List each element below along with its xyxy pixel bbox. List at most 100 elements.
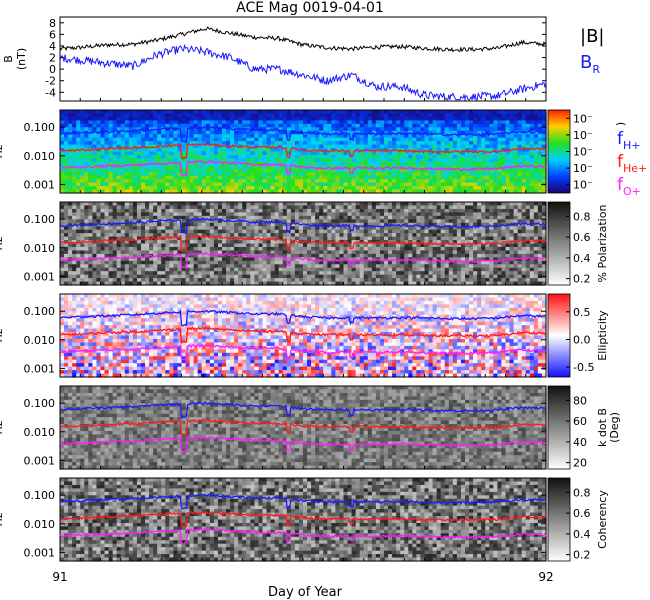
spectrogram-cell bbox=[513, 182, 519, 187]
spectrogram-cell bbox=[161, 212, 166, 217]
spectrogram-cell bbox=[286, 186, 292, 191]
spectrogram-cell bbox=[149, 257, 154, 262]
spectrogram-cell bbox=[161, 257, 166, 262]
spectrogram-cell bbox=[136, 208, 142, 213]
spectrogram-cell bbox=[473, 148, 478, 153]
spectrogram-cell bbox=[165, 165, 170, 170]
spectrogram-cell bbox=[541, 137, 547, 142]
spectrogram-cell bbox=[217, 257, 223, 262]
spectrogram-cell bbox=[181, 240, 187, 245]
spectrogram-cell bbox=[367, 253, 373, 258]
spectrogram-cell bbox=[400, 110, 405, 115]
spectrogram-cell bbox=[84, 215, 89, 220]
spectrogram-cell bbox=[128, 148, 134, 153]
spectrogram-cell bbox=[201, 281, 207, 286]
spectrogram-cell bbox=[185, 267, 191, 272]
spectrogram-cell bbox=[343, 205, 349, 210]
spectrogram-cell bbox=[185, 250, 191, 255]
spectrogram-cell bbox=[128, 179, 134, 184]
spectrogram-cell bbox=[388, 110, 393, 115]
spectrogram-cell bbox=[339, 274, 345, 279]
spectrogram-cell bbox=[424, 172, 430, 177]
spectrogram-cell bbox=[274, 208, 280, 213]
spectrogram-cell bbox=[173, 175, 179, 180]
spectrogram-cell bbox=[108, 189, 114, 194]
spectrogram-cell bbox=[315, 137, 320, 142]
spectrogram-cell bbox=[290, 212, 296, 217]
spectrogram-cell bbox=[473, 189, 478, 194]
spectrogram-cell bbox=[375, 168, 381, 173]
spectrogram-cell bbox=[120, 236, 126, 241]
spectrogram-cell bbox=[339, 260, 345, 265]
spectrogram-cell bbox=[165, 158, 170, 163]
spectrogram-cell bbox=[307, 229, 312, 234]
spectrogram-cell bbox=[541, 186, 547, 191]
spectrogram-cell bbox=[355, 123, 361, 128]
spectrogram-cell bbox=[428, 172, 434, 177]
spectrogram-cell bbox=[116, 243, 122, 248]
spectrogram-cell bbox=[84, 278, 89, 283]
spectrogram-cell bbox=[375, 182, 381, 187]
spectrogram-cell bbox=[222, 278, 227, 283]
spectrogram-cell bbox=[339, 168, 345, 173]
spectrogram-cell bbox=[315, 179, 320, 184]
spectrogram-cell bbox=[525, 137, 531, 142]
spectrogram-cell bbox=[226, 120, 231, 125]
spectrogram-cell bbox=[169, 137, 174, 142]
spectrogram-cell bbox=[213, 215, 219, 220]
spectrogram-cell bbox=[448, 186, 454, 191]
spectrogram-cell bbox=[529, 179, 535, 184]
spectrogram-cell bbox=[416, 186, 422, 191]
spectrogram-cell bbox=[169, 202, 174, 207]
colorbar-tick-label: 10⁻ bbox=[573, 179, 593, 192]
spectrogram-cell bbox=[181, 267, 187, 272]
spectrogram-cell bbox=[416, 182, 422, 187]
spectrogram-cell bbox=[339, 134, 345, 139]
spectrogram-cell bbox=[201, 151, 207, 156]
colorbar-tick-label: 10⁻ bbox=[573, 162, 593, 175]
spectrogram-cell bbox=[456, 110, 462, 115]
spectrogram-cell bbox=[96, 260, 102, 265]
spectrogram-cell bbox=[416, 148, 422, 153]
spectrogram-cell bbox=[388, 137, 393, 142]
spectrogram-cell bbox=[120, 116, 126, 121]
spectrogram-cell bbox=[132, 110, 138, 115]
spectrogram-cell bbox=[270, 110, 276, 115]
spectrogram-cell bbox=[64, 271, 69, 276]
spectrogram-cell bbox=[242, 267, 247, 272]
spectrogram-cell bbox=[327, 253, 332, 258]
spectrogram-cell bbox=[112, 253, 118, 258]
spectrogram-cell bbox=[355, 127, 361, 132]
spectrogram-cell bbox=[104, 130, 110, 135]
spectrogram-cell bbox=[258, 222, 264, 227]
spectrogram-cell bbox=[262, 236, 268, 241]
spectrogram-cell bbox=[388, 253, 393, 258]
spectrogram-cell bbox=[88, 205, 93, 210]
spectrogram-cell bbox=[120, 202, 126, 207]
spectrogram-cell bbox=[193, 113, 199, 118]
spectrogram-cell bbox=[185, 233, 191, 238]
spectrogram-cell bbox=[282, 175, 288, 180]
spectrogram-cell bbox=[416, 179, 422, 184]
spectrogram-cell bbox=[371, 253, 377, 258]
spectrogram-cell bbox=[294, 110, 300, 115]
spectrogram-cell bbox=[525, 113, 531, 118]
spectrogram-cell bbox=[319, 281, 324, 286]
spectrogram-cell bbox=[327, 186, 332, 191]
spectrogram-cell bbox=[209, 240, 215, 245]
spectrogram-cell bbox=[416, 120, 422, 125]
spectrogram-cell bbox=[84, 236, 89, 241]
spectrogram-cell bbox=[392, 151, 397, 156]
spectrogram-cell bbox=[169, 208, 174, 213]
spectrogram-cell bbox=[116, 274, 122, 279]
spectrogram-cell bbox=[517, 151, 523, 156]
spectrogram-cell bbox=[339, 175, 345, 180]
spectrogram-cell bbox=[489, 158, 494, 163]
spectrogram-cell bbox=[303, 233, 308, 238]
spectrogram-cell bbox=[64, 154, 69, 160]
spectrogram-cell bbox=[262, 158, 268, 163]
spectrogram-cell bbox=[262, 141, 268, 146]
spectrogram-cell bbox=[335, 134, 341, 139]
spectrogram-cell bbox=[205, 110, 211, 115]
spectrogram-cell bbox=[100, 267, 106, 272]
